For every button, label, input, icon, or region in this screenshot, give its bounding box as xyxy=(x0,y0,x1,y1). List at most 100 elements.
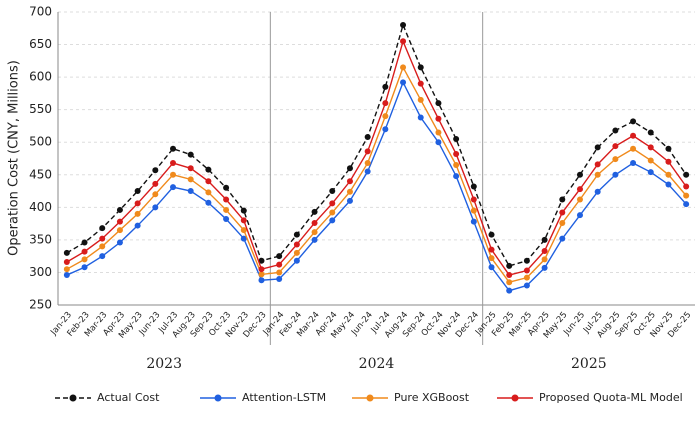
data-point xyxy=(63,259,70,266)
data-point xyxy=(63,249,70,256)
data-point xyxy=(293,249,300,256)
data-point xyxy=(63,266,70,273)
data-point xyxy=(346,197,353,204)
data-point xyxy=(665,181,672,188)
legend-label: Actual Cost xyxy=(97,391,160,404)
data-point xyxy=(435,139,442,146)
data-point xyxy=(99,235,106,242)
legend-marker xyxy=(214,394,222,402)
data-point xyxy=(205,189,212,196)
data-point xyxy=(329,200,336,207)
data-point xyxy=(576,186,583,193)
data-point xyxy=(453,135,460,142)
data-point xyxy=(276,269,283,276)
data-point xyxy=(258,266,265,273)
data-point xyxy=(116,218,123,225)
data-point xyxy=(223,206,230,213)
data-point xyxy=(647,129,654,136)
y-tick-label: 450 xyxy=(29,167,52,181)
y-axis-label: Operation Cost (CNY, Millions) xyxy=(7,60,22,256)
series-line xyxy=(66,65,687,284)
data-point xyxy=(594,161,601,168)
data-point xyxy=(311,219,318,226)
data-point xyxy=(506,279,513,286)
legend-label: Attention-LSTM xyxy=(242,391,326,404)
data-point xyxy=(576,171,583,178)
legend-marker xyxy=(69,394,77,402)
data-point xyxy=(559,209,566,216)
data-point xyxy=(329,209,336,216)
data-point xyxy=(665,171,672,178)
data-point xyxy=(665,145,672,152)
data-point xyxy=(81,264,88,271)
data-point xyxy=(417,64,424,71)
data-point xyxy=(116,239,123,246)
data-point xyxy=(346,165,353,172)
data-point xyxy=(665,158,672,165)
data-point xyxy=(400,79,407,86)
data-point xyxy=(541,264,548,271)
data-point xyxy=(170,160,177,167)
data-point xyxy=(170,171,177,178)
data-point xyxy=(205,166,212,173)
data-point xyxy=(630,145,637,152)
data-point xyxy=(276,261,283,268)
data-point xyxy=(683,201,690,208)
data-point xyxy=(152,191,159,198)
data-point xyxy=(400,22,407,29)
data-point xyxy=(99,243,106,250)
legend-label: Proposed Quota-ML Model xyxy=(539,391,683,404)
data-point xyxy=(240,207,247,214)
legend-label: Pure XGBoost xyxy=(394,391,470,404)
data-point xyxy=(523,274,530,281)
data-point xyxy=(400,38,407,45)
data-point xyxy=(240,227,247,234)
data-point xyxy=(435,100,442,107)
data-point xyxy=(612,156,619,163)
data-point xyxy=(187,188,194,195)
data-point xyxy=(152,167,159,174)
data-point xyxy=(488,255,495,262)
data-point xyxy=(630,160,637,167)
y-tick-label: 650 xyxy=(29,37,52,51)
data-point xyxy=(470,218,477,225)
data-point xyxy=(630,118,637,125)
data-point xyxy=(258,277,265,284)
data-point xyxy=(683,171,690,178)
data-point xyxy=(258,271,265,278)
data-point xyxy=(488,246,495,253)
data-point xyxy=(647,157,654,164)
data-point xyxy=(453,173,460,180)
data-point xyxy=(293,231,300,238)
y-tick-label: 700 xyxy=(29,5,52,19)
legend-marker xyxy=(366,394,374,402)
data-point xyxy=(647,169,654,176)
data-point xyxy=(364,160,371,167)
data-point xyxy=(187,176,194,183)
data-point xyxy=(559,196,566,203)
data-point xyxy=(612,127,619,134)
data-point xyxy=(81,248,88,255)
series-line xyxy=(66,39,687,276)
data-point xyxy=(541,256,548,263)
data-point xyxy=(240,217,247,224)
data-point xyxy=(523,257,530,264)
data-point xyxy=(541,236,548,243)
data-point xyxy=(170,145,177,152)
data-point xyxy=(488,264,495,271)
data-point xyxy=(417,114,424,121)
series-line xyxy=(66,80,687,292)
data-point xyxy=(683,183,690,190)
data-point xyxy=(276,275,283,282)
data-point xyxy=(258,257,265,264)
data-point xyxy=(435,129,442,136)
data-point xyxy=(311,229,318,236)
data-point xyxy=(382,113,389,120)
data-point xyxy=(134,222,141,229)
data-point xyxy=(311,236,318,243)
data-point xyxy=(435,115,442,122)
data-point xyxy=(346,188,353,195)
data-point xyxy=(417,80,424,87)
data-point xyxy=(99,225,106,232)
series-line xyxy=(66,22,687,267)
